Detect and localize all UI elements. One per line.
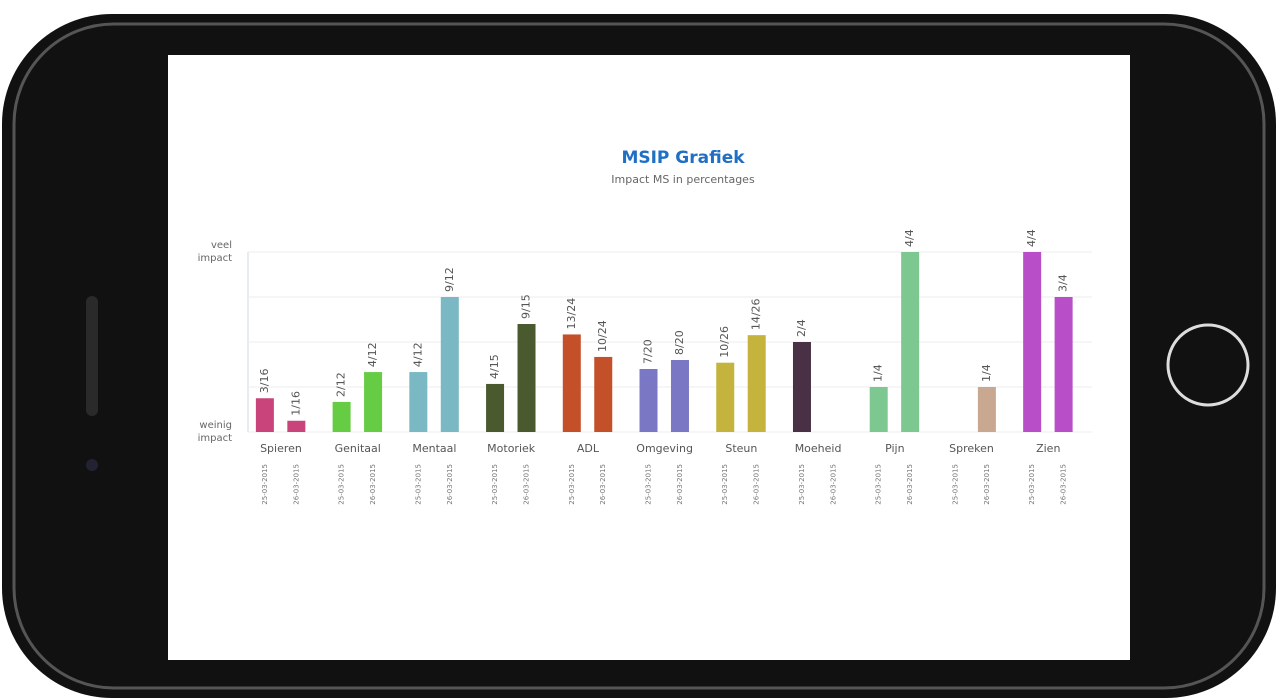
date-label: 26-03-2015 (599, 464, 607, 505)
date-label: 25-03-2015 (951, 464, 959, 505)
bar (671, 360, 689, 432)
value-label: 14/26 (750, 298, 763, 330)
bar (287, 421, 305, 432)
x-tick-label: Omgeving (636, 442, 693, 455)
value-label: 4/15 (488, 354, 501, 379)
bar (563, 334, 581, 432)
y-tick-label: weinig impact (182, 419, 232, 445)
x-tick-label: Zien (1036, 442, 1060, 455)
value-label: 2/4 (795, 319, 808, 337)
date-label: 26-03-2015 (983, 464, 991, 505)
value-label: 1/16 (289, 391, 302, 416)
bar (716, 363, 734, 432)
date-label: 25-03-2015 (1028, 464, 1036, 505)
date-label: 25-03-2015 (875, 464, 883, 505)
x-tick-label: ADL (577, 442, 600, 455)
camera (86, 459, 98, 471)
speaker (86, 296, 98, 416)
value-label: 4/4 (903, 229, 916, 247)
date-label: 26-03-2015 (369, 464, 377, 505)
date-label: 26-03-2015 (292, 464, 300, 505)
date-label: 25-03-2015 (645, 464, 653, 505)
bar (640, 369, 658, 432)
bar (256, 398, 274, 432)
date-label: 25-03-2015 (414, 464, 422, 505)
bar (518, 324, 536, 432)
x-tick-label: Spreken (949, 442, 994, 455)
value-label: 3/4 (1057, 274, 1070, 292)
value-label: 4/12 (411, 342, 424, 367)
value-label: 1/4 (872, 364, 885, 382)
x-tick-label: Motoriek (487, 442, 536, 455)
x-tick-label: Mentaal (412, 442, 456, 455)
value-label: 13/24 (565, 298, 578, 330)
date-label: 25-03-2015 (338, 464, 346, 505)
date-label: 26-03-2015 (906, 464, 914, 505)
value-label: 4/12 (366, 342, 379, 367)
date-label: 26-03-2015 (1060, 464, 1068, 505)
bar (901, 252, 919, 432)
bar (594, 357, 612, 432)
bar (793, 342, 811, 432)
value-label: 3/16 (258, 369, 271, 394)
bar (441, 297, 459, 432)
date-label: 25-03-2015 (798, 464, 806, 505)
x-tick-label: Moeheid (795, 442, 842, 455)
value-label: 9/12 (443, 267, 456, 292)
value-label: 8/20 (673, 330, 686, 355)
value-label: 1/4 (980, 364, 993, 382)
bar (870, 387, 888, 432)
value-label: 10/24 (596, 320, 609, 352)
chart-subtitle: Impact MS in percentages (611, 173, 755, 186)
bar (364, 372, 382, 432)
date-label: 25-03-2015 (721, 464, 729, 505)
bar (1055, 297, 1073, 432)
value-label: 10/26 (718, 326, 731, 358)
value-label: 4/4 (1025, 229, 1038, 247)
date-label: 25-03-2015 (261, 464, 269, 505)
bar (333, 402, 351, 432)
date-label: 25-03-2015 (568, 464, 576, 505)
x-tick-label: Spieren (260, 442, 302, 455)
bar (409, 372, 427, 432)
page: {"chart_data": {"type": "bar", "title": … (0, 0, 1278, 700)
date-label: 26-03-2015 (676, 464, 684, 505)
bar (1023, 252, 1041, 432)
value-label: 7/20 (642, 339, 655, 364)
date-label: 25-03-2015 (491, 464, 499, 505)
date-label: 26-03-2015 (446, 464, 454, 505)
x-tick-label: Steun (725, 442, 757, 455)
y-tick-label: veel impact (182, 239, 232, 265)
bar (486, 384, 504, 432)
bar (978, 387, 996, 432)
chart-title: MSIP Grafiek (621, 148, 745, 168)
bar (748, 335, 766, 432)
value-label: 9/15 (520, 294, 533, 319)
date-label: 26-03-2015 (829, 464, 837, 505)
x-tick-label: Pijn (885, 442, 905, 455)
date-label: 26-03-2015 (753, 464, 761, 505)
phone: MSIP Grafiek Impact MS in percentages Sp… (0, 0, 1278, 700)
value-label: 2/12 (335, 372, 348, 397)
date-label: 26-03-2015 (523, 464, 531, 505)
x-tick-label: Genitaal (335, 442, 381, 455)
